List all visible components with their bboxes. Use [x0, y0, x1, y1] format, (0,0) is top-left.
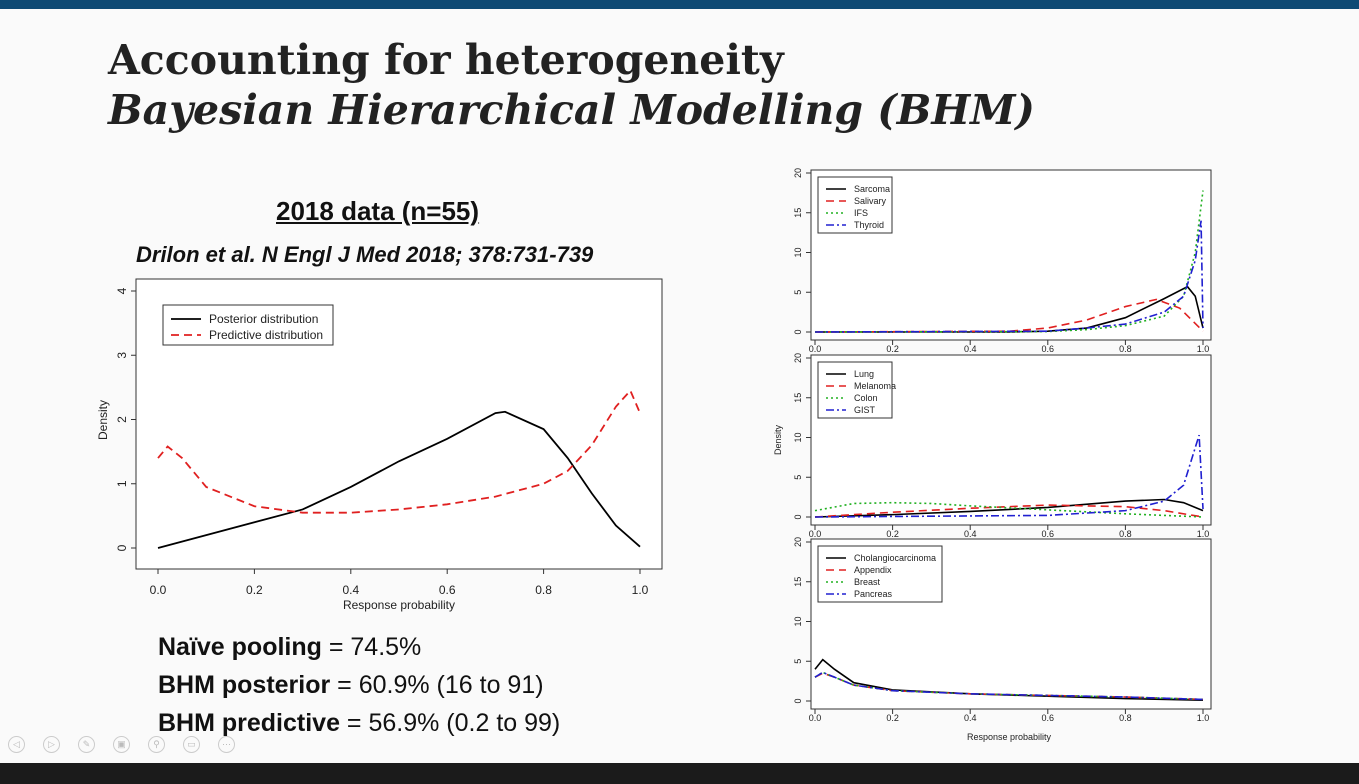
y-tick-label: 2	[115, 416, 129, 423]
x-tick-label: 0.2	[886, 713, 899, 723]
next-icon[interactable]: ▷	[43, 736, 60, 753]
y-tick-label: 1	[115, 480, 129, 487]
slide-title: Accounting for heterogeneity	[108, 36, 784, 84]
legend-label: Pancreas	[854, 589, 893, 599]
slide-controls: ◁ ▷ ✎ ▣ ⚲ ▭ ⋯	[8, 736, 235, 753]
stat-naive: Naïve pooling = 74.5%	[158, 633, 422, 661]
chart-2: 0.0 0.2 0.4 0.6 0.8 1.0 0 5 10 15 20 Density Lung Mel…	[773, 353, 1212, 539]
legend-label: Posterior distribution	[209, 312, 318, 326]
x-tick-label: 0.4	[964, 344, 977, 354]
x-tick-label: 0.4	[964, 529, 977, 539]
y-axis-label: Density	[96, 400, 110, 440]
x-tick-label: 0.8	[1119, 713, 1132, 723]
series-pancreas	[814, 671, 1204, 701]
citation: Drilon et al. N Engl J Med 2018; 378:731…	[136, 242, 594, 267]
x-tick-label: 0.2	[886, 529, 899, 539]
legend-label: Thyroid	[854, 220, 884, 230]
y-tick-label: 5	[793, 475, 803, 480]
series-gist	[814, 434, 1204, 518]
x-tick-label: 0.8	[1119, 344, 1132, 354]
legend-label: Appendix	[854, 565, 892, 575]
x-tick-label: 0.2	[246, 583, 263, 597]
subtitles-icon[interactable]: ▭	[183, 736, 200, 753]
stat-predictive: BHM predictive = 56.9% (0.2 to 99)	[158, 709, 561, 737]
y-tick-label: 20	[793, 537, 803, 547]
top-bar	[0, 0, 1359, 9]
legend-label: Lung	[854, 369, 874, 379]
x-tick-label: 1.0	[1197, 529, 1210, 539]
series-lung	[814, 498, 1204, 518]
x-tick-label: 0.6	[1042, 344, 1055, 354]
x-tick-label: 1.0	[632, 583, 649, 597]
y-tick-label: 10	[793, 247, 803, 257]
x-tick-label: 0.2	[886, 344, 899, 354]
chart-0: 0.0 0.2 0.4 0.6 0.8 1.0 0 1 2 3 4 Response probabil…	[96, 278, 663, 612]
legend-box	[162, 304, 334, 346]
x-tick-label: 1.0	[1197, 344, 1210, 354]
legend-label: Salivary	[854, 196, 887, 206]
x-tick-label: 0.6	[1042, 713, 1055, 723]
x-tick-label: 0.6	[1042, 529, 1055, 539]
slides-icon[interactable]: ▣	[113, 736, 130, 753]
series-thyroid	[814, 220, 1204, 333]
x-tick-label: 0.0	[809, 529, 822, 539]
x-tick-label: 0.8	[1119, 529, 1132, 539]
legend-box	[817, 361, 893, 419]
x-axis-label: Response probability	[967, 732, 1052, 742]
legend-label: Predictive distribution	[209, 328, 323, 342]
x-tick-label: 1.0	[1197, 713, 1210, 723]
y-tick-label: 0	[793, 329, 803, 334]
y-tick-label: 0	[793, 514, 803, 519]
y-tick-label: 15	[793, 393, 803, 403]
data-heading: 2018 data (n=55)	[276, 196, 480, 226]
y-tick-label: 10	[793, 432, 803, 442]
legend-label: Breast	[854, 577, 881, 587]
x-axis-label: Response probability	[343, 598, 455, 612]
bottom-bar	[0, 763, 1359, 784]
legend-label: IFS	[854, 208, 868, 218]
series-posterior-distribution	[157, 410, 641, 549]
y-tick-label: 15	[793, 577, 803, 587]
y-tick-label: 3	[115, 352, 129, 359]
stat-posterior: BHM posterior = 60.9% (16 to 91)	[158, 671, 544, 699]
y-tick-label: 15	[793, 208, 803, 218]
series-ifs	[814, 190, 1204, 333]
x-tick-label: 0.8	[535, 583, 552, 597]
series-predictive-distribution	[157, 388, 641, 514]
x-tick-label: 0.4	[342, 583, 359, 597]
legend-label: GIST	[854, 405, 876, 415]
chart-1: 0.0 0.2 0.4 0.6 0.8 1.0 0 5 10 15 20 Sarcoma Salivar…	[793, 168, 1212, 354]
slide-subtitle-title: Bayesian Hierarchical Modelling (BHM)	[108, 86, 1035, 134]
series-salivary	[814, 298, 1204, 333]
legend-label: Cholangiocarcinoma	[854, 553, 936, 563]
series-colon	[814, 501, 1204, 518]
y-tick-label: 5	[793, 290, 803, 295]
zoom-icon[interactable]: ⚲	[148, 736, 165, 753]
pen-icon[interactable]: ✎	[78, 736, 95, 753]
y-tick-label: 10	[793, 616, 803, 626]
x-tick-label: 0.6	[439, 583, 456, 597]
y-tick-label: 20	[793, 353, 803, 363]
legend-box	[817, 176, 893, 234]
y-tick-label: 0	[115, 544, 129, 551]
legend-box	[817, 545, 943, 603]
y-tick-label: 5	[793, 659, 803, 664]
more-icon[interactable]: ⋯	[218, 736, 235, 753]
legend-label: Melanoma	[854, 381, 896, 391]
legend-label: Colon	[854, 393, 878, 403]
x-tick-label: 0.0	[150, 583, 167, 597]
prev-icon[interactable]: ◁	[8, 736, 25, 753]
y-tick-label: 4	[115, 287, 129, 294]
y-tick-label: 0	[793, 698, 803, 703]
y-axis-label: Density	[773, 424, 783, 455]
y-tick-label: 20	[793, 168, 803, 178]
x-tick-label: 0.0	[809, 344, 822, 354]
x-tick-label: 0.0	[809, 713, 822, 723]
legend-label: Sarcoma	[854, 184, 890, 194]
chart-3: 0.0 0.2 0.4 0.6 0.8 1.0 0 5 10 15 20 Response proba…	[793, 537, 1212, 742]
x-tick-label: 0.4	[964, 713, 977, 723]
